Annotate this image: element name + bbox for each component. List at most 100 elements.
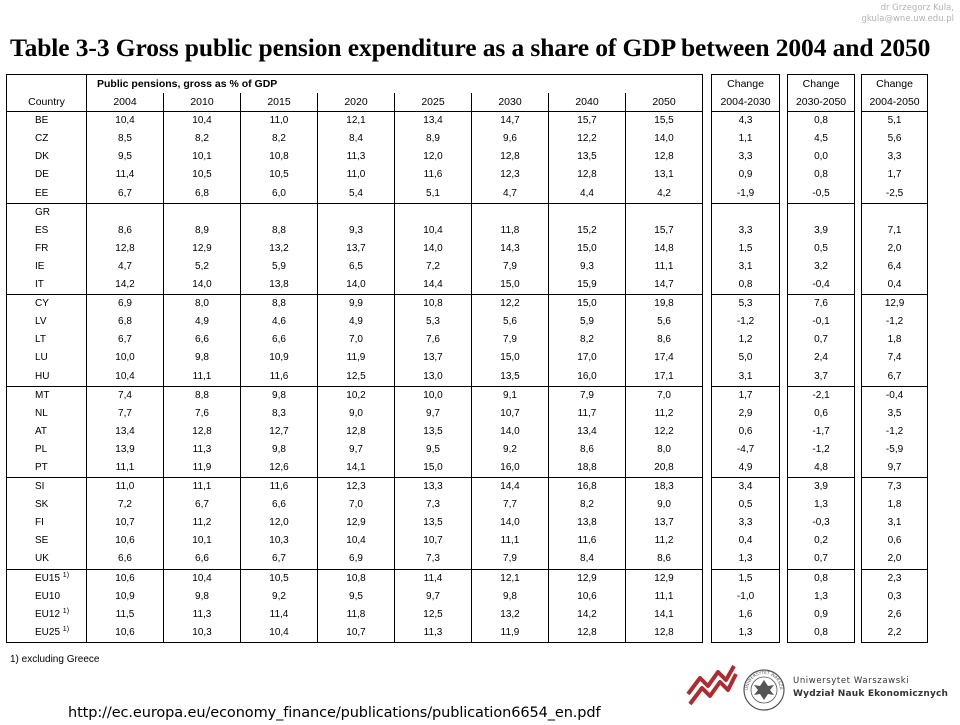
value-cell: 11,3	[163, 605, 241, 624]
change-cell: 5,0	[711, 349, 781, 368]
value-cell: 11,1	[163, 367, 241, 387]
change-cell: 3,3	[711, 514, 781, 533]
value-cell: 14,1	[317, 458, 395, 478]
header-gap	[854, 93, 863, 112]
change-cell: 12,9	[861, 294, 929, 314]
gap-cell	[779, 239, 789, 258]
gap-cell	[779, 294, 789, 314]
university-line2: Wydział Nauk Ekonomicznych	[793, 689, 949, 699]
change-cell: 1,3	[787, 496, 856, 515]
change-cell: -1,2	[861, 422, 929, 441]
gap-cell	[779, 386, 789, 405]
footnote-marker: 1)	[62, 607, 70, 615]
change-cell: 0,4	[711, 532, 781, 551]
column-header: Country	[6, 93, 87, 113]
gap-cell	[702, 587, 713, 606]
value-cell: 11,8	[471, 221, 549, 240]
value-cell: 10,4	[163, 111, 241, 131]
value-cell: 12,2	[548, 130, 626, 149]
value-cell: 11,9	[163, 458, 241, 478]
table-row: LV 6,8 4,9 4,6 4,9 5,3 5,6 5,9 5,6 -1,2 -0,1 -1,2	[6, 313, 929, 332]
value-cell: 17,4	[624, 349, 704, 368]
value-cell: 4,7	[86, 257, 164, 277]
table-row: UK 6,6 6,6 6,7 6,9 7,3 7,9 8,4 8,6 1,3 0,7 2,0	[6, 550, 929, 570]
gap-cell	[854, 422, 863, 441]
value-cell: 9,8	[471, 587, 549, 606]
gap-cell	[702, 569, 713, 588]
country-cell: CY	[6, 294, 87, 314]
value-cell: 12,0	[394, 148, 472, 167]
value-cell: 18,8	[548, 458, 626, 478]
change-cell: -1,2	[711, 313, 781, 332]
table-body: BE 10,4 10,4 11,0 12,1 13,4 14,7 15,7 15,5 4,3 0,8…	[6, 111, 929, 643]
table-row: DE 11,4 10,5 10,5 11,0 11,6 12,3 12,8 13,1 0,9 0,8…	[6, 166, 929, 185]
change-cell: 2,9	[711, 404, 781, 423]
value-cell: 7,3	[394, 550, 472, 570]
gap-cell	[779, 203, 789, 222]
country-cell: LU	[6, 349, 87, 368]
gap-cell	[779, 331, 789, 350]
change-cell: 2,4	[787, 349, 856, 368]
table-row: EU10 10,9 9,8 9,2 9,5 9,7 9,8 10,6 11,1 -1,0 1,3 0,…	[6, 587, 929, 606]
change-cell: 0,6	[787, 404, 856, 423]
change-cell: -4,7	[711, 440, 781, 459]
gap-cell	[779, 221, 789, 240]
value-cell: 7,2	[394, 257, 472, 277]
value-cell: 7,6	[394, 331, 472, 350]
value-cell: 6,7	[240, 550, 318, 570]
change-cell: 1,8	[861, 496, 929, 515]
gap-cell	[854, 605, 863, 624]
change-cell: 1,3	[787, 587, 856, 606]
country-cell: EU10	[6, 587, 87, 606]
country-cell: HU	[6, 367, 87, 387]
value-cell: 13,4	[86, 422, 164, 441]
value-cell: 8,0	[163, 294, 241, 314]
country-code: DE	[35, 169, 49, 181]
country-cell: LT	[6, 331, 87, 350]
source-link[interactable]: http://ec.europa.eu/economy_finance/publ…	[68, 705, 601, 721]
gap-cell	[702, 221, 713, 240]
value-cell: 10,2	[317, 385, 395, 405]
value-cell: 12,8	[548, 166, 626, 185]
header-gap	[779, 74, 789, 94]
header-change-label: Change	[787, 74, 856, 94]
value-cell: 11,4	[86, 166, 164, 185]
change-cell: -0,3	[787, 514, 856, 533]
gap-cell	[854, 386, 863, 405]
value-cell: 14,2	[548, 605, 626, 624]
value-cell: 7,4	[86, 385, 164, 405]
value-cell: 10,0	[394, 385, 472, 405]
value-cell: 14,0	[163, 276, 241, 295]
value-cell: 9,5	[317, 587, 395, 606]
country-cell: IE	[6, 257, 87, 277]
value-cell: 7,9	[471, 331, 549, 350]
value-cell: 14,7	[624, 276, 704, 295]
change-cell: 1,3	[711, 623, 781, 643]
value-cell: 14,0	[394, 239, 472, 258]
change-cell: -0,1	[787, 313, 856, 332]
value-cell: 11,8	[317, 605, 395, 624]
change-cell: 0,6	[711, 422, 781, 441]
value-cell: 13,8	[240, 276, 318, 295]
value-cell: 9,3	[317, 221, 395, 240]
value-cell: 8,6	[624, 550, 704, 570]
table-header: Public pensions, gross as % of GDP Change…	[6, 74, 929, 113]
value-cell: 10,0	[86, 349, 164, 368]
value-cell: 10,3	[240, 532, 318, 551]
change-cell: 3,4	[711, 477, 781, 497]
value-cell: 7,0	[317, 331, 395, 350]
gap-cell	[779, 587, 789, 606]
value-cell: 14,2	[86, 276, 164, 295]
country-cell: BE	[6, 111, 87, 131]
gap-cell	[702, 331, 713, 350]
change-cell: 3,1	[711, 257, 781, 277]
value-cell: 11,6	[240, 477, 318, 497]
value-cell: 9,7	[317, 440, 395, 459]
country-code: IE	[35, 260, 45, 272]
header-gap	[854, 74, 863, 94]
footnote-marker: 1)	[62, 571, 70, 579]
gap-cell	[702, 276, 713, 295]
author-credit: dr Grzegorz Kula, gkula@wne.uw.edu.pl	[861, 3, 954, 25]
value-cell	[317, 202, 395, 222]
value-cell: 7,3	[394, 496, 472, 515]
